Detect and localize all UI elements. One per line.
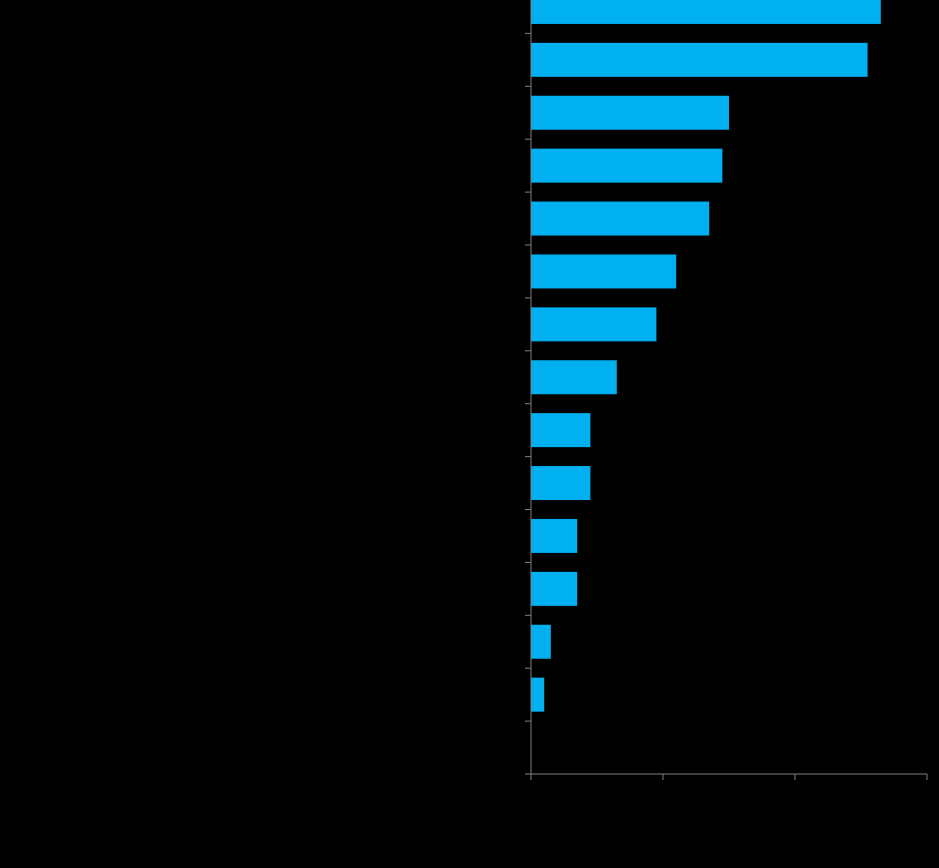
bar-12 <box>531 571 578 606</box>
bar-7 <box>531 307 657 342</box>
bar-8 <box>531 360 617 395</box>
bar-14 <box>531 677 545 712</box>
bar-1 <box>531 0 881 24</box>
axes-group <box>525 0 928 780</box>
bar-2 <box>531 42 868 77</box>
bar-11 <box>531 518 578 553</box>
bar-13 <box>531 624 551 659</box>
bar-5 <box>531 201 710 236</box>
bar-9 <box>531 413 591 448</box>
bar-3 <box>531 95 729 130</box>
bar-10 <box>531 466 591 501</box>
bars-group <box>531 0 881 712</box>
bar-6 <box>531 254 677 289</box>
bar-4 <box>531 148 723 183</box>
